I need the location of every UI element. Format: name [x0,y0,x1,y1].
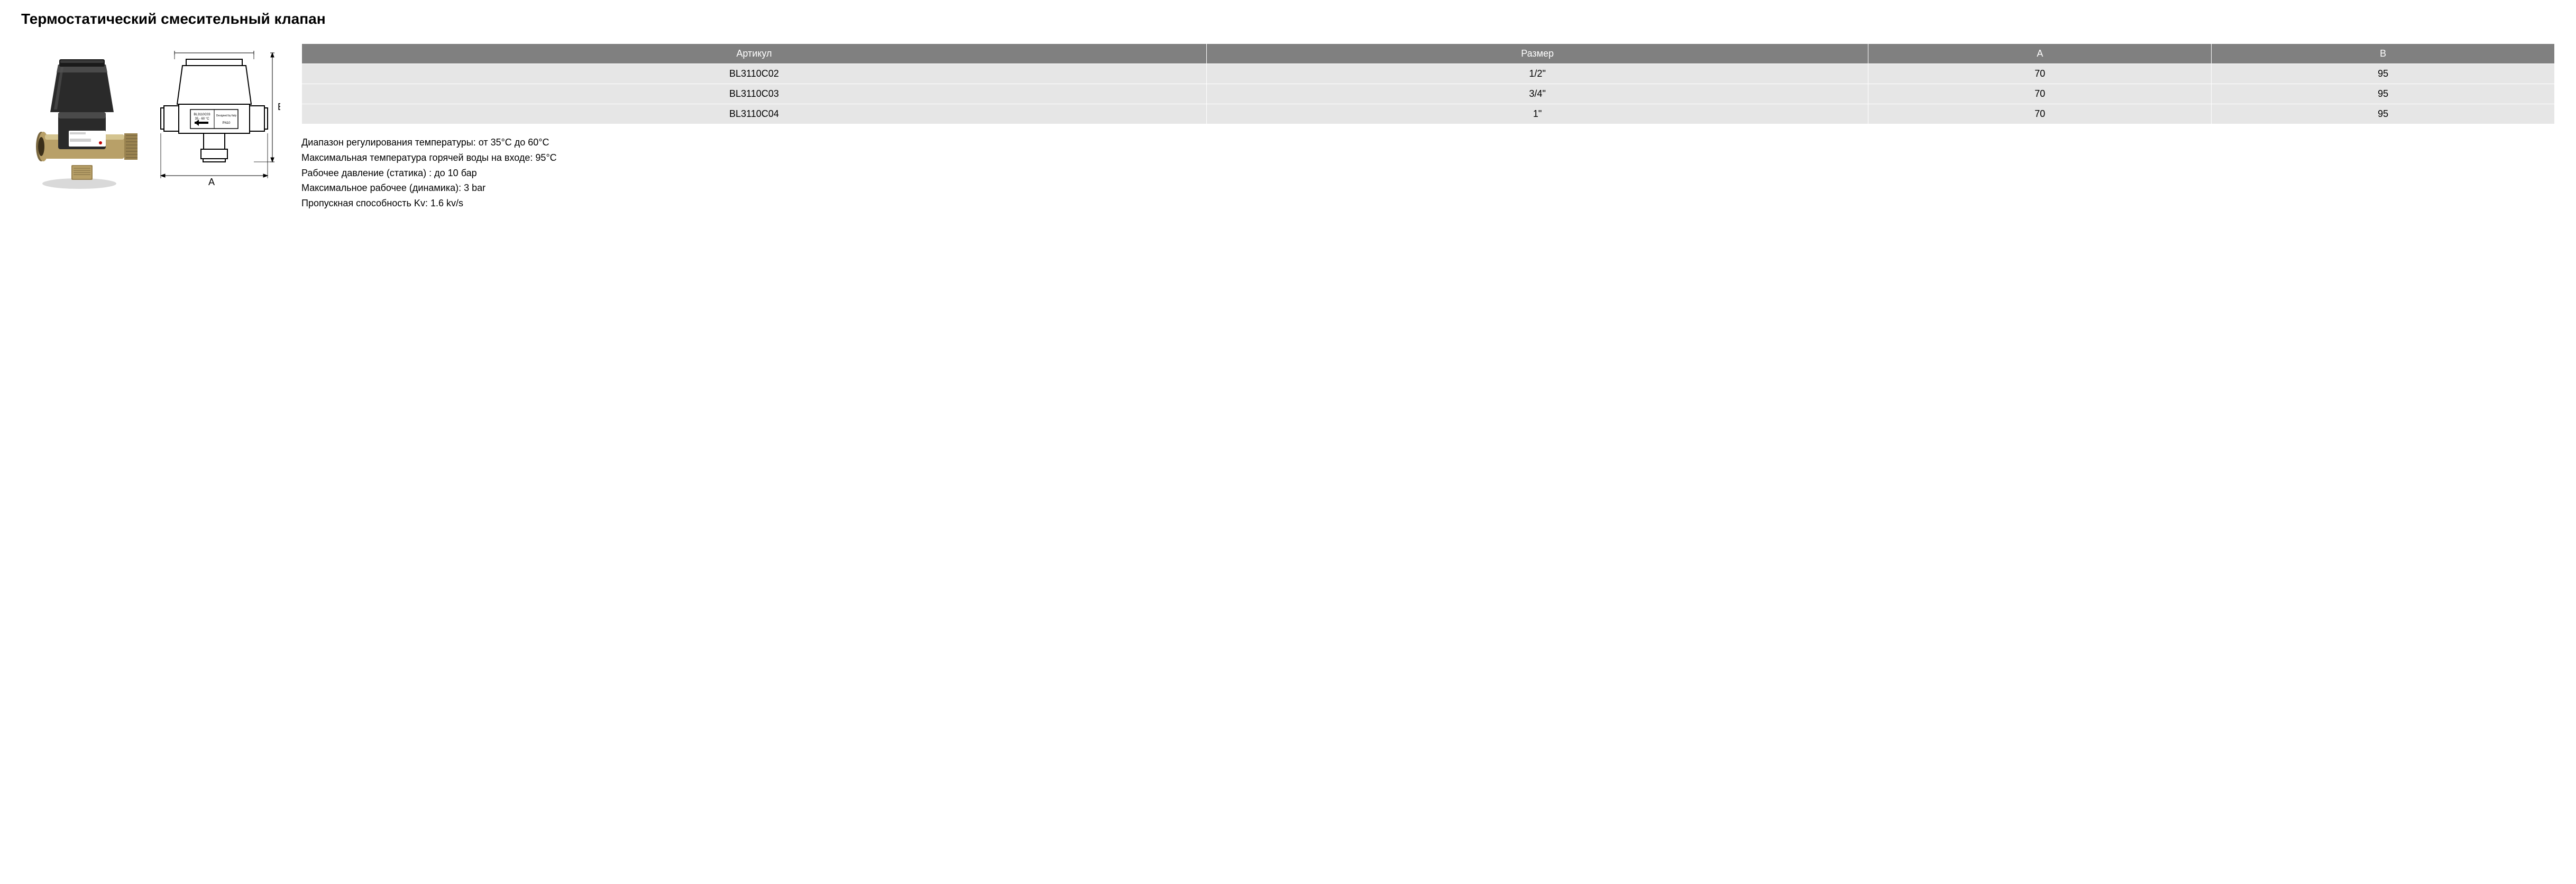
table-cell: 1/2" [1206,64,1868,84]
diagram-label-1: BL3110C03 [194,113,210,116]
diagram-label-2: 35 - 60 °C [195,117,209,121]
spec-line: Рабочее давление (статика) : до 10 бар [301,166,2555,181]
spec-line: Максимальное рабочее (динамика): 3 bar [301,180,2555,196]
table-header: Размер [1206,44,1868,64]
diagram-label-4: PN10 [222,122,231,125]
table-cell: BL3110C03 [302,84,1207,104]
table-cell: BL3110C04 [302,104,1207,124]
page-title: Термостатический смесительный клапан [21,11,2555,28]
table-row: BL3110C04 1" 70 95 [302,104,2555,124]
table-row: BL3110C03 3/4" 70 95 [302,84,2555,104]
table-header: Артикул [302,44,1207,64]
table-cell: 1" [1206,104,1868,124]
diagram-dim-b: B [278,102,280,112]
product-photo-svg [21,43,137,192]
right-block: Артикул Размер A B BL3110C02 1/2" 70 95 … [301,43,2555,211]
spec-line: Максимальная температура горячей воды на… [301,150,2555,166]
product-photo [21,43,137,192]
table-header: A [1868,44,2212,64]
table-cell: 95 [2212,84,2555,104]
spec-table: Артикул Размер A B BL3110C02 1/2" 70 95 … [301,43,2555,124]
left-block: BL3110C03 35 - 60 °C Designed by Italy P… [21,43,280,192]
table-cell: 3/4" [1206,84,1868,104]
table-cell: 95 [2212,64,2555,84]
diagram-svg: BL3110C03 35 - 60 °C Designed by Italy P… [153,43,280,192]
spec-line: Диапазон регулирования температуры: от 3… [301,135,2555,150]
table-cell: BL3110C02 [302,64,1207,84]
table-cell: 70 [1868,104,2212,124]
technical-diagram: BL3110C03 35 - 60 °C Designed by Italy P… [153,43,280,192]
spec-line: Пропускная способность Kv: 1.6 kv/s [301,196,2555,211]
content-row: BL3110C03 35 - 60 °C Designed by Italy P… [21,43,2555,211]
spec-text-block: Диапазон регулирования температуры: от 3… [301,135,2555,211]
table-cell: 70 [1868,64,2212,84]
table-cell: 70 [1868,84,2212,104]
table-cell: 95 [2212,104,2555,124]
diagram-label-3: Designed by Italy [216,114,237,117]
table-row: BL3110C02 1/2" 70 95 [302,64,2555,84]
table-header: B [2212,44,2555,64]
diagram-dim-a: A [208,177,215,187]
